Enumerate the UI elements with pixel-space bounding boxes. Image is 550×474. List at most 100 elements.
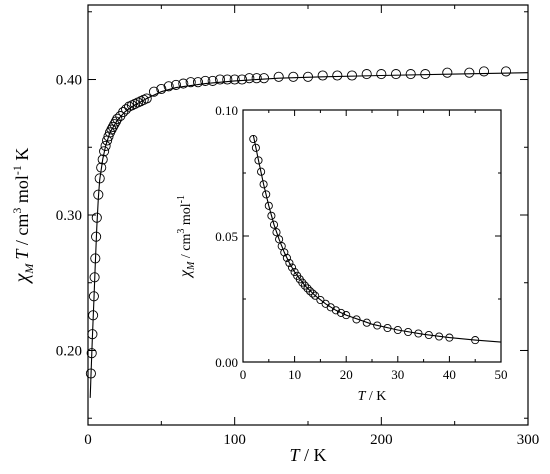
main-data-point — [89, 272, 100, 283]
inset-data-point — [249, 134, 258, 144]
main-data-point — [478, 66, 490, 77]
main-data-points — [85, 66, 512, 379]
inset-y-axis-unit: / cm — [179, 234, 194, 262]
main-data-point — [442, 67, 453, 78]
main-y-axis-end: K — [12, 148, 32, 166]
main-data-point — [103, 131, 114, 142]
inset-data-point — [269, 220, 279, 229]
inset-data-point — [282, 253, 291, 262]
main-x-axis-unit: / K — [300, 445, 327, 465]
main-data-point — [376, 69, 387, 80]
inset-data-point — [424, 330, 433, 340]
main-y-axis-subscript: M — [22, 263, 36, 275]
main-y-tick-label: 0.30 — [56, 208, 82, 224]
main-data-point — [88, 310, 99, 321]
inset-x-tick-label: 0 — [240, 367, 247, 382]
inset-y-axis-sup1: 3 — [176, 229, 187, 234]
main-data-point — [93, 189, 104, 200]
inset-data-point — [445, 333, 454, 342]
main-data-point — [91, 231, 102, 242]
inset-x-axis-var: T — [358, 389, 367, 404]
inset-x-tick-label: 20 — [340, 367, 353, 382]
main-data-point — [500, 66, 512, 77]
main-data-point — [185, 77, 196, 88]
inset-y-axis-sup2: -1 — [176, 195, 187, 203]
main-data-point — [170, 79, 182, 90]
main-y-tick-label: 0.40 — [56, 73, 82, 89]
inset-data-point — [435, 332, 444, 341]
inset-x-tick-label: 10 — [288, 367, 301, 382]
main-y-axis-title: χMT / cm3 mol-1 K — [10, 148, 36, 285]
main-data-point — [229, 74, 240, 85]
inset-data-point — [272, 228, 281, 237]
inset-y-axis-mol: mol — [179, 203, 194, 228]
inset-x-axis-title: T / K — [358, 389, 387, 404]
main-x-tick-label: 200 — [370, 432, 393, 448]
inset-axis-ticks: 0 10 20 30 40 50 0.00 0.05 0.10 — [215, 103, 507, 382]
main-data-point — [214, 74, 226, 85]
main-data-point — [273, 71, 284, 82]
main-data-point — [148, 86, 160, 97]
inset-y-tick-label: 0.10 — [215, 103, 238, 118]
inset-data-point — [414, 329, 423, 338]
main-data-point — [236, 74, 248, 85]
inset-y-axis-title: χM / cm3 mol-1 — [176, 195, 197, 279]
main-y-axis-sup1: 3 — [10, 208, 24, 214]
main-data-point — [288, 71, 299, 82]
main-data-point — [91, 212, 102, 223]
main-data-point — [107, 121, 118, 132]
main-data-point — [87, 329, 98, 340]
main-data-point — [163, 81, 174, 92]
main-data-point — [200, 75, 211, 86]
main-data-point — [192, 77, 204, 88]
inset-x-axis-unit: / K — [365, 389, 386, 404]
main-data-point — [244, 73, 255, 84]
main-y-axis-unit: / cm — [12, 214, 32, 250]
main-data-point — [94, 173, 105, 184]
inset-data-point — [308, 289, 317, 298]
main-x-tick-label: 300 — [517, 432, 540, 448]
inset-data-point — [383, 323, 392, 333]
inset-y-tick-label: 0.00 — [215, 355, 238, 370]
main-data-point — [99, 146, 110, 157]
inset-data-point — [352, 315, 361, 324]
inset-data-point — [254, 156, 263, 165]
main-data-point — [86, 348, 97, 359]
inset-x-tick-label: 40 — [443, 367, 456, 382]
main-data-point — [178, 78, 189, 89]
main-data-point — [90, 253, 101, 264]
inset-data-point — [316, 295, 325, 305]
main-data-point — [112, 113, 123, 124]
main-data-point — [222, 74, 233, 85]
main-data-point — [332, 70, 343, 81]
inset-data-point — [262, 190, 271, 199]
inset-y-tick-label: 0.05 — [215, 229, 238, 244]
main-data-point — [85, 368, 96, 379]
main-data-point — [109, 119, 120, 130]
main-y-axis-mol: mol — [12, 175, 32, 208]
inset-x-tick-label: 50 — [495, 367, 508, 382]
main-data-point — [258, 73, 270, 84]
main-data-point — [361, 69, 372, 80]
inset-data-point — [267, 211, 276, 220]
inset-data-point — [311, 291, 320, 300]
inset-data-point — [306, 287, 315, 296]
main-data-point — [251, 73, 262, 84]
main-y-axis-sup2: -1 — [10, 165, 24, 175]
main-data-point — [464, 67, 475, 78]
main-data-point — [390, 69, 402, 80]
inset-x-tick-label: 30 — [391, 367, 404, 382]
main-data-point — [118, 106, 129, 118]
inset-data-point — [404, 327, 413, 337]
main-data-point — [141, 93, 152, 104]
main-x-axis-title: T / K — [289, 445, 326, 465]
inset-data-point — [393, 325, 402, 335]
main-data-point — [96, 162, 107, 173]
main-y-tick-label: 0.20 — [56, 343, 82, 359]
inset-data-point — [300, 281, 309, 290]
inset-data-point — [275, 235, 284, 244]
inset-data-point — [362, 318, 371, 327]
main-data-point — [88, 291, 99, 302]
main-data-point — [346, 70, 358, 81]
